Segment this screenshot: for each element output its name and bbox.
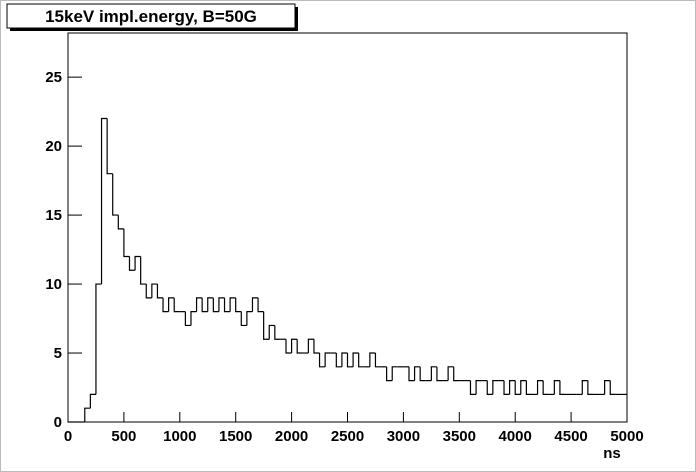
x-tick-label: 4000: [499, 428, 532, 445]
histogram-bin: [318, 353, 326, 368]
histogram-bin: [251, 297, 259, 312]
histogram-bin: [391, 366, 398, 381]
x-tick-label: 1000: [163, 428, 196, 445]
histogram-bin: [268, 324, 275, 340]
chart-title: 15keV impl.energy, B=50G: [45, 7, 257, 26]
histogram-bin: [95, 283, 102, 395]
histogram-bin: [134, 255, 141, 271]
x-axis-label: ns: [603, 445, 621, 462]
histogram-bin: [475, 380, 482, 395]
y-tick-label: 5: [54, 345, 62, 362]
histogram-bin: [123, 228, 130, 258]
histogram-bin: [419, 366, 426, 382]
histogram-bin: [346, 353, 354, 368]
histogram-bin: [100, 117, 108, 285]
histogram-bin: [559, 380, 566, 396]
histogram-bin: [257, 297, 264, 313]
histogram-bin: [274, 325, 281, 340]
x-tick-label: 0: [64, 428, 72, 445]
histogram-bin: [503, 380, 510, 396]
histogram-bin: [307, 338, 314, 354]
histogram-bin: [514, 380, 521, 396]
histogram-bin: [229, 297, 236, 312]
x-tick-label: 5000: [610, 428, 643, 445]
x-tick-label: 3500: [443, 428, 476, 445]
y-tick-label: 15: [45, 207, 62, 224]
histogram-bin: [156, 284, 164, 299]
histogram-bin: [604, 380, 611, 395]
histogram-bin: [151, 283, 158, 298]
histogram-bin: [291, 338, 298, 354]
histogram-bin: [386, 366, 393, 382]
histogram-bin: [235, 297, 242, 313]
histogram-bin: [536, 380, 544, 395]
histogram-bin: [89, 393, 96, 409]
histogram-bin: [352, 352, 359, 367]
histogram-bin: [374, 353, 382, 368]
histogram-bin: [341, 352, 348, 367]
histogram-bin: [106, 118, 113, 175]
histogram-bin: [140, 256, 147, 285]
histogram-bin: [240, 311, 247, 327]
histogram-bin: [117, 215, 124, 230]
histogram-bin: [469, 380, 477, 396]
histogram-bin: [525, 380, 532, 396]
histogram-bin: [553, 380, 560, 395]
histogram-bin: [492, 380, 499, 395]
x-tick-label: 500: [111, 428, 136, 445]
x-tick-label: 2000: [275, 428, 308, 445]
histogram-bin: [324, 352, 331, 367]
histogram-bin: [296, 339, 303, 354]
histogram-bin: [453, 366, 460, 382]
histogram-bin: [246, 311, 253, 326]
x-tick-label: 2500: [331, 428, 364, 445]
histogram-bin: [486, 380, 493, 396]
histogram-bin: [207, 297, 214, 312]
histogram-bin: [430, 366, 437, 381]
histogram-bin: [223, 297, 231, 313]
histogram-bin: [195, 297, 203, 312]
histogram-bin: [609, 380, 616, 396]
histogram-bin: [509, 380, 516, 395]
histogram-bin: [542, 380, 549, 396]
histogram-bin: [436, 366, 443, 382]
histogram-bin: [201, 297, 208, 313]
histogram-bin: [285, 339, 292, 354]
histogram-bin: [184, 311, 191, 327]
histogram-bin: [162, 297, 169, 313]
y-tick-label: 0: [54, 414, 62, 431]
histogram-bin: [313, 339, 320, 354]
histogram-bin: [190, 311, 197, 326]
x-tick-label: 3000: [387, 428, 420, 445]
histogram-bin: [581, 380, 588, 395]
histogram-bin: [520, 380, 527, 395]
y-tick-label: 10: [45, 276, 62, 293]
histogram-bin: [145, 284, 152, 299]
histogram-bin: [408, 366, 415, 382]
x-tick-label: 1500: [219, 428, 252, 445]
histogram-bin: [168, 297, 175, 312]
histogram-bin: [587, 380, 594, 396]
histogram-bin: [218, 297, 225, 312]
histogram-bin: [369, 352, 376, 367]
histogram-bin: [84, 407, 91, 422]
y-tick-label: 20: [45, 138, 62, 155]
histogram-bin: [358, 353, 365, 368]
histogram-bin: [413, 366, 421, 381]
y-tick-label: 25: [45, 69, 62, 86]
histogram-bin: [263, 311, 270, 340]
x-tick-label: 4500: [554, 428, 587, 445]
histogram-bin: [173, 297, 180, 313]
histogram-bin: [335, 353, 342, 368]
histogram-bin: [128, 256, 136, 271]
histogram-bin: [212, 297, 219, 313]
histogram-bin: [112, 173, 119, 216]
histogram-bin: [447, 366, 454, 381]
title-box: [6, 3, 296, 29]
